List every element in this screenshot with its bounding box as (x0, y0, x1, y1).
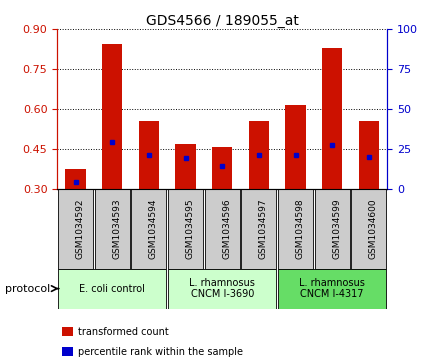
Bar (278, 269, 386, 309)
Text: GSM1034598: GSM1034598 (296, 198, 304, 259)
Bar (131, 189, 166, 269)
Text: GSM1034597: GSM1034597 (259, 198, 268, 259)
Bar (359, 121, 379, 189)
Text: GSM1034593: GSM1034593 (112, 198, 121, 259)
Text: GSM1034600: GSM1034600 (369, 198, 378, 259)
Bar (168, 189, 203, 269)
Title: GDS4566 / 189055_at: GDS4566 / 189055_at (146, 14, 299, 28)
Text: GSM1034595: GSM1034595 (186, 198, 194, 259)
Bar (212, 147, 232, 189)
Text: transformed count: transformed count (78, 327, 169, 337)
Bar (205, 189, 240, 269)
Bar (66, 169, 86, 189)
Text: GSM1034596: GSM1034596 (222, 198, 231, 259)
Bar (351, 189, 386, 269)
Bar (249, 121, 269, 189)
Bar (139, 121, 159, 189)
Bar (58, 269, 166, 309)
Text: L. rhamnosus
CNCM I-3690: L. rhamnosus CNCM I-3690 (189, 278, 255, 299)
Text: GSM1034592: GSM1034592 (76, 199, 84, 259)
Bar (176, 143, 196, 189)
Bar (168, 269, 276, 309)
Text: GSM1034599: GSM1034599 (332, 198, 341, 259)
Text: percentile rank within the sample: percentile rank within the sample (78, 347, 243, 357)
Bar (322, 48, 342, 189)
Bar (315, 189, 350, 269)
Bar (278, 189, 313, 269)
Bar (58, 189, 93, 269)
Bar (286, 105, 306, 189)
Text: GSM1034594: GSM1034594 (149, 199, 158, 259)
Text: protocol: protocol (5, 284, 51, 294)
Bar (241, 189, 276, 269)
Text: L. rhamnosus
CNCM I-4317: L. rhamnosus CNCM I-4317 (299, 278, 365, 299)
Bar (102, 44, 122, 189)
Bar (95, 189, 130, 269)
Text: E. coli control: E. coli control (79, 284, 145, 294)
